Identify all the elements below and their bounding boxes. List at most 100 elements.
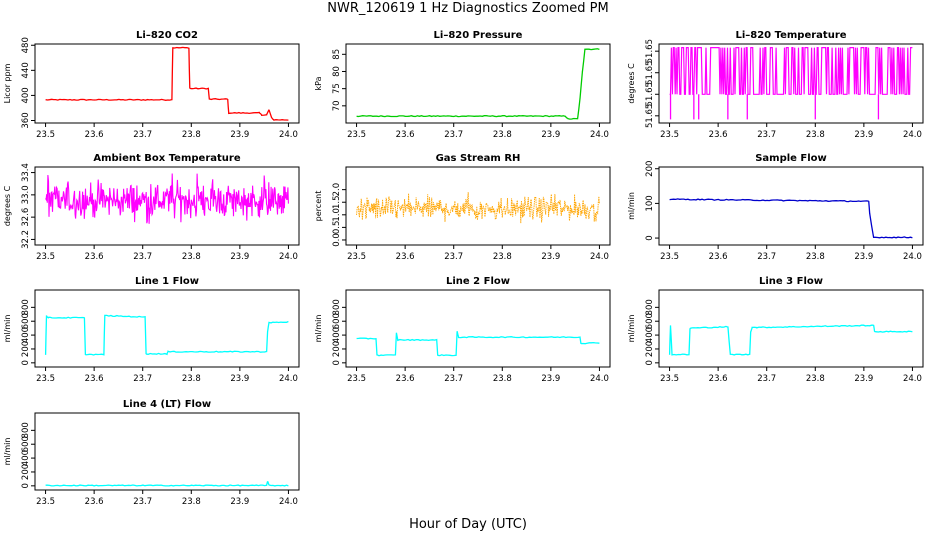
x-tick-label: 23.5 xyxy=(660,374,679,384)
plot-area xyxy=(44,314,289,356)
x-axis-title: Hour of Day (UTC) xyxy=(409,517,527,532)
y-tick-label: 400 xyxy=(21,327,31,343)
panel-9: Line 3 Flow ml/min 23.5 23.6 23.7 23.8 23.9 24.… xyxy=(627,276,924,384)
panel-1: Li–820 CO2 Licor ppm 23.5 23.6 23.7 23.8 23.9 2… xyxy=(3,30,300,140)
y-tick-label: 0.5 xyxy=(332,221,342,235)
x-tick-label: 23.7 xyxy=(133,252,152,262)
x-tick-label: 23.9 xyxy=(541,374,560,384)
y-tick-label: 51.65 xyxy=(645,104,655,128)
x-tick-label: 23.6 xyxy=(85,497,104,507)
x-tick-label: 23.8 xyxy=(182,374,201,384)
y-tick-label: 0 xyxy=(332,360,342,365)
panel-frame xyxy=(34,289,300,368)
x-tick-label: 24.0 xyxy=(903,374,922,384)
panel-title: Ambient Box Temperature xyxy=(93,153,240,164)
x-tick-label: 23.6 xyxy=(85,252,104,262)
series-line xyxy=(45,173,289,224)
y-axis-label: ml/min xyxy=(3,438,12,466)
y-tick-label: 0 xyxy=(645,360,655,365)
x-tick-label: 23.5 xyxy=(36,130,55,140)
y-tick-label: 33.0 xyxy=(21,185,31,204)
x-tick-label: 24.0 xyxy=(590,130,609,140)
panel-title: Line 2 Flow xyxy=(446,276,510,287)
y-tick-label: 70 xyxy=(332,100,342,111)
y-tick-label: 200 xyxy=(21,341,31,357)
y-tick-label: 75 xyxy=(332,83,342,94)
x-tick-label: 24.0 xyxy=(279,497,298,507)
x-tick-label: 23.8 xyxy=(806,130,825,140)
x-tick-label: 23.6 xyxy=(396,130,415,140)
y-axis-label: ml/min xyxy=(627,192,636,220)
panel-10: Line 4 (LT) Flow ml/min 23.5 23.6 23.7 23.8 23… xyxy=(3,399,300,507)
plot-area xyxy=(45,173,289,224)
x-tick-label: 23.5 xyxy=(36,497,55,507)
x-tick-label: 23.5 xyxy=(36,374,55,384)
y-tick-label: 200 xyxy=(21,464,31,480)
x-tick-label: 23.9 xyxy=(230,497,249,507)
panel-3: Li–820 Temperature degrees C 23.5 23.6 23.7 2… xyxy=(627,30,924,140)
panel-8: Line 2 Flow ml/min 23.5 23.6 23.7 23.8 23.9 24.… xyxy=(314,276,611,384)
x-tick-label: 24.0 xyxy=(279,374,298,384)
panel-title: Line 1 Flow xyxy=(135,276,199,287)
x-tick-label: 23.5 xyxy=(347,374,366,384)
panel-2: Li–820 Pressure kPa 23.5 23.6 23.7 23.8 23.9 24… xyxy=(314,30,611,140)
y-tick-label: 1.5 xyxy=(332,195,342,209)
series-line xyxy=(356,192,600,224)
y-tick-label: 0.0 xyxy=(332,233,342,247)
y-tick-label: 600 xyxy=(332,313,342,329)
y-tick-label: 800 xyxy=(21,299,31,315)
series-line xyxy=(45,46,289,121)
y-tick-label: 100 xyxy=(645,195,655,211)
series-line xyxy=(669,47,913,95)
y-tick-label: 440 xyxy=(21,62,31,78)
plot-area xyxy=(669,198,913,239)
x-tick-label: 23.5 xyxy=(347,252,366,262)
x-tick-label: 23.9 xyxy=(854,252,873,262)
panel-frame xyxy=(34,43,300,124)
x-tick-label: 23.9 xyxy=(230,374,249,384)
y-tick-label: 200 xyxy=(332,341,342,357)
y-axis-label: percent xyxy=(314,191,323,222)
x-tick-label: 23.7 xyxy=(757,252,776,262)
plot-area xyxy=(45,480,289,487)
y-axis-label: ml/min xyxy=(627,315,636,343)
series-line xyxy=(668,324,913,356)
y-tick-label: 0 xyxy=(21,360,31,365)
y-tick-label: 400 xyxy=(645,327,655,343)
y-tick-label: 200 xyxy=(645,341,655,357)
panel-7: Line 1 Flow ml/min 23.5 23.6 23.7 23.8 23.9 24.… xyxy=(3,276,300,384)
y-axis-label: ml/min xyxy=(3,315,12,343)
y-axis-label: ml/min xyxy=(314,315,323,343)
figure-title: NWR_120619 1 Hz Diagnostics Zoomed PM xyxy=(327,1,609,16)
y-tick-label: 51.65 xyxy=(645,39,655,63)
panel-frame xyxy=(34,412,300,491)
x-tick-label: 24.0 xyxy=(590,252,609,262)
x-tick-label: 23.6 xyxy=(85,374,104,384)
y-tick-label: 51.65 xyxy=(645,61,655,85)
x-tick-label: 23.8 xyxy=(806,374,825,384)
x-tick-label: 24.0 xyxy=(590,374,609,384)
x-tick-label: 23.9 xyxy=(230,252,249,262)
panel-title: Li–820 CO2 xyxy=(136,30,198,41)
y-tick-label: 0 xyxy=(21,483,31,488)
x-tick-label: 23.5 xyxy=(347,130,366,140)
x-tick-label: 23.7 xyxy=(444,374,463,384)
x-tick-label: 23.8 xyxy=(493,130,512,140)
x-tick-label: 24.0 xyxy=(279,130,298,140)
x-tick-label: 23.6 xyxy=(396,374,415,384)
x-tick-label: 23.7 xyxy=(133,497,152,507)
panel-frame xyxy=(345,289,611,368)
panel-frame xyxy=(345,166,611,246)
x-tick-label: 23.8 xyxy=(806,252,825,262)
y-tick-label: 0 xyxy=(645,235,655,240)
panel-title: Line 4 (LT) Flow xyxy=(123,399,211,410)
x-tick-label: 23.5 xyxy=(660,130,679,140)
x-tick-label: 23.8 xyxy=(182,130,201,140)
panel-title: Sample Flow xyxy=(755,153,827,164)
panel-frame xyxy=(34,166,300,246)
y-tick-label: 600 xyxy=(21,313,31,329)
x-tick-label: 23.9 xyxy=(854,130,873,140)
y-tick-label: 400 xyxy=(21,450,31,466)
y-tick-label: 800 xyxy=(21,422,31,438)
